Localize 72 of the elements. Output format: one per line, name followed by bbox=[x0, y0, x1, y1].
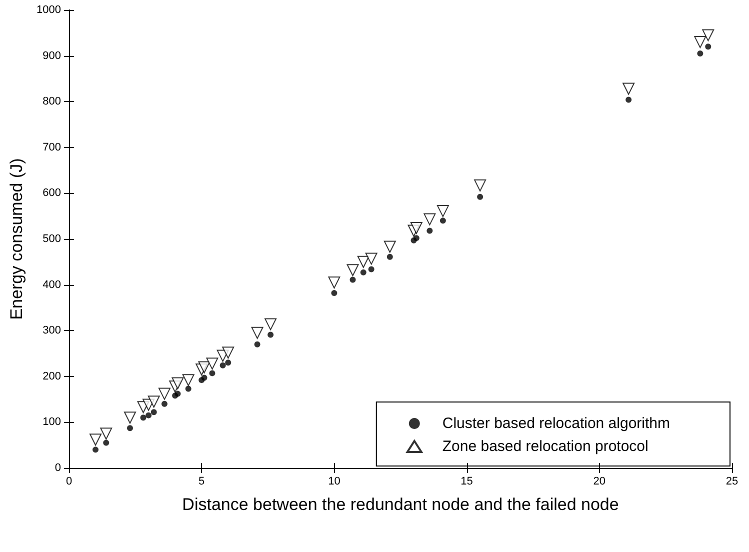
y-tick-label: 800 bbox=[42, 96, 61, 108]
point bbox=[182, 374, 194, 386]
y-tick-label: 1000 bbox=[36, 4, 61, 16]
point bbox=[440, 218, 446, 224]
x-tick-label: 0 bbox=[66, 476, 72, 488]
point bbox=[360, 269, 366, 276]
point bbox=[365, 252, 378, 265]
point bbox=[622, 82, 635, 95]
y-tick-label: 100 bbox=[42, 416, 61, 428]
point bbox=[702, 29, 714, 42]
y-tick-label: 500 bbox=[42, 233, 61, 245]
point bbox=[150, 409, 157, 416]
point bbox=[92, 446, 99, 453]
y-tick-label: 400 bbox=[42, 278, 61, 291]
point bbox=[268, 332, 274, 338]
point bbox=[251, 326, 264, 339]
point bbox=[384, 240, 396, 253]
point bbox=[424, 213, 436, 226]
point bbox=[368, 266, 374, 272]
point bbox=[626, 96, 632, 103]
x-axis-title: Distance between the redundant node and the failed node bbox=[182, 495, 619, 514]
point bbox=[705, 44, 712, 50]
point bbox=[220, 362, 226, 368]
point bbox=[694, 36, 706, 48]
point bbox=[222, 346, 234, 359]
point bbox=[127, 425, 133, 432]
point bbox=[426, 228, 433, 234]
point bbox=[90, 434, 102, 446]
point bbox=[346, 264, 359, 276]
point bbox=[331, 290, 338, 296]
point bbox=[201, 374, 208, 381]
point bbox=[185, 386, 192, 392]
point bbox=[206, 358, 218, 370]
y-tick-label: 300 bbox=[42, 324, 61, 337]
point bbox=[174, 390, 181, 397]
point bbox=[477, 194, 484, 200]
point bbox=[436, 205, 449, 218]
point bbox=[146, 412, 152, 418]
point bbox=[328, 276, 340, 289]
point bbox=[140, 414, 146, 421]
point bbox=[198, 361, 210, 374]
point bbox=[350, 276, 356, 283]
point bbox=[209, 370, 216, 376]
x-tick-label: 15 bbox=[460, 476, 473, 488]
point bbox=[413, 235, 420, 242]
y-tick-label: 700 bbox=[42, 141, 61, 154]
y-tick-label: 0 bbox=[54, 462, 61, 474]
point bbox=[100, 428, 112, 440]
point bbox=[148, 396, 160, 408]
point bbox=[264, 318, 277, 330]
legend-label: Zone based relocation protocol bbox=[442, 438, 648, 455]
point bbox=[410, 222, 422, 234]
point bbox=[103, 440, 110, 446]
x-tick-label: 25 bbox=[726, 476, 738, 488]
y-axis-title: Energy consumed (J) bbox=[7, 158, 26, 320]
point bbox=[158, 388, 170, 400]
point bbox=[697, 50, 704, 57]
point bbox=[172, 377, 184, 390]
point bbox=[254, 341, 260, 348]
point bbox=[474, 179, 486, 192]
point bbox=[124, 412, 136, 424]
y-tick-label: 200 bbox=[42, 370, 61, 382]
y-tick-label: 600 bbox=[42, 187, 61, 200]
point bbox=[357, 256, 370, 268]
x-tick-label: 5 bbox=[198, 476, 205, 488]
x-tick-label: 20 bbox=[593, 476, 606, 488]
legend-label: Cluster based relocation algorithm bbox=[442, 415, 670, 432]
point bbox=[161, 400, 168, 407]
y-tick-label: 900 bbox=[42, 50, 61, 62]
x-tick-label: 10 bbox=[328, 476, 340, 488]
point bbox=[386, 254, 393, 260]
point bbox=[225, 360, 232, 366]
